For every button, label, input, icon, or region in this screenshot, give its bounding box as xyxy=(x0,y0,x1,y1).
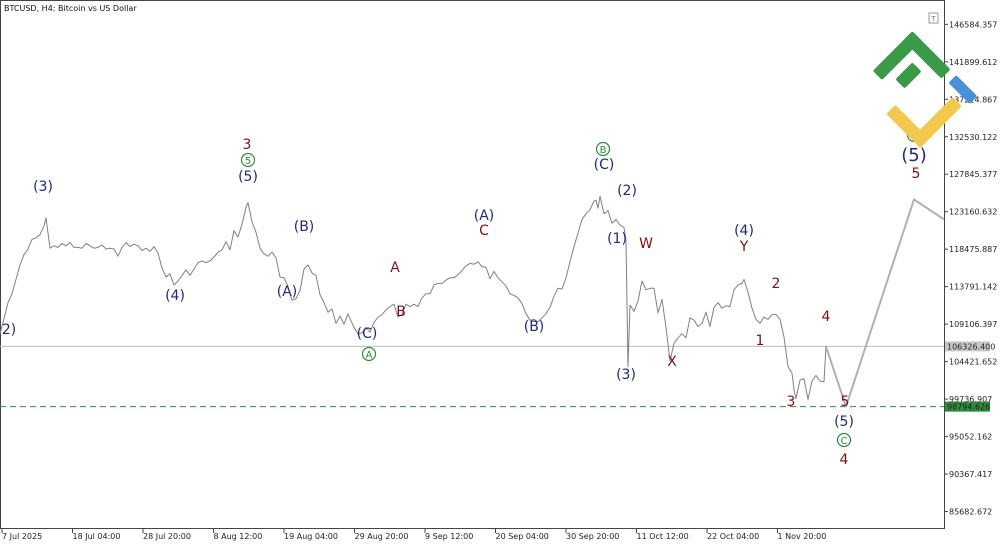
chart-title: BTCUSD, H4: Bitcoin vs US Dollar xyxy=(4,4,137,13)
x-tick-label: 28 Jul 20:00 xyxy=(143,532,191,541)
wave-label: 2) xyxy=(2,322,16,338)
circled-label-ring xyxy=(240,152,256,168)
wave-label: (C) xyxy=(594,157,615,173)
circled-label: 5 xyxy=(245,156,251,167)
wave-label: (5) xyxy=(901,145,927,166)
wave-label: (4) xyxy=(734,223,754,239)
y-tick-label: 95052.162 xyxy=(949,433,992,442)
y-tick-label: 104421.652 xyxy=(949,358,997,367)
wave-label: (3) xyxy=(616,367,636,383)
wave-label: (2) xyxy=(617,183,637,199)
wave-label: (4) xyxy=(165,288,185,304)
wave-label: (B) xyxy=(524,319,545,335)
y-tick-label: 132530.122 xyxy=(949,133,997,142)
brand-logo xyxy=(873,32,977,148)
wave-label: (B) xyxy=(294,219,315,235)
wave-label: (A) xyxy=(474,208,495,224)
svg-text:T: T xyxy=(930,15,936,23)
support-level-tag xyxy=(945,401,990,412)
circled-label-ring xyxy=(595,141,611,157)
wave-label: 5 xyxy=(912,166,921,182)
wave-label: 5 xyxy=(841,394,850,410)
circled-label: B xyxy=(600,145,607,156)
wave-label: Y xyxy=(739,239,749,255)
circled-label-ring xyxy=(361,346,377,362)
logo-green-bar-horizontal xyxy=(903,32,950,78)
label-layer: 2)(3)(4)3(5)(B)(A)(C)AB(A)C(B)(C)(2)(1) W… xyxy=(2,127,927,468)
wave-label: W xyxy=(639,236,653,252)
y-tick-label: 146584.357 xyxy=(949,20,997,29)
y-tick-label: 90367.417 xyxy=(949,470,992,479)
circled-label: A xyxy=(366,350,373,361)
logo-yellow-bar-vertical xyxy=(911,97,962,148)
wave-label: 1 xyxy=(756,333,765,349)
wave-label: (5) xyxy=(238,169,258,185)
x-tick-label: 18 Jul 04:00 xyxy=(73,532,121,541)
wave-label: (A) xyxy=(277,284,298,300)
x-tick-label: 9 Sep 12:00 xyxy=(425,532,473,541)
y-tick-label: 85682.672 xyxy=(949,508,992,517)
wave-label: 4 xyxy=(840,452,849,468)
x-tick-label: 11 Oct 12:00 xyxy=(637,532,689,541)
y-tick-label: 127845.377 xyxy=(949,170,997,179)
wave-label: C xyxy=(479,223,489,239)
grid-layer xyxy=(0,345,944,408)
y-tick-label: 113791.142 xyxy=(949,283,997,292)
wave-label: X xyxy=(667,354,677,370)
wave-label: B xyxy=(396,304,406,320)
x-axis: 7 Jul 2025 18 Jul 04:00 28 Jul 20:00 8 Aug … xyxy=(1,529,827,541)
wave-label: (1) xyxy=(607,231,627,247)
y-tick-label: 141899.612 xyxy=(949,58,997,67)
x-tick-label: 29 Aug 20:00 xyxy=(355,532,409,541)
wave-label: (5) xyxy=(834,414,854,430)
projection-line xyxy=(825,198,945,408)
x-tick-label: 1 Nov 20:00 xyxy=(778,532,827,541)
wave-label: 3 xyxy=(787,394,796,410)
y-tick-label: 99736.907 xyxy=(949,395,992,404)
x-tick-label: 8 Aug 12:00 xyxy=(214,532,263,541)
circled-label-ring xyxy=(836,432,852,448)
wave-label: 4 xyxy=(822,309,831,325)
price-line xyxy=(0,195,827,400)
x-tick-label: 22 Oct 04:00 xyxy=(707,532,759,541)
logo-blue-bar xyxy=(949,75,977,104)
y-tick-label: 109106.397 xyxy=(949,320,997,329)
wave-label: (C) xyxy=(357,326,378,342)
wave-label: (3) xyxy=(33,179,53,195)
wave-label: 3 xyxy=(243,137,252,153)
current-price-tag xyxy=(945,341,990,352)
logo-green-bar-short xyxy=(896,63,921,88)
y-tick-label: 123160.632 xyxy=(949,208,997,217)
x-tick-label: 30 Sep 20:00 xyxy=(566,532,619,541)
scroll-marker-icon[interactable]: T xyxy=(928,12,939,24)
chart-frame xyxy=(0,0,945,529)
support-level-label: 98794.626 xyxy=(947,403,990,412)
circled-label: C xyxy=(841,436,848,447)
wave-label: A xyxy=(390,260,400,276)
x-tick-label: 20 Sep 04:00 xyxy=(496,532,549,541)
y-tick-label: 118475.887 xyxy=(949,245,997,254)
series-layer xyxy=(0,195,945,408)
current-price-label: 106326.400 xyxy=(947,342,995,351)
wave-label: 2 xyxy=(772,276,781,292)
x-tick-label: 19 Aug 04:00 xyxy=(284,532,338,541)
x-tick-label: 7 Jul 2025 xyxy=(2,532,42,541)
